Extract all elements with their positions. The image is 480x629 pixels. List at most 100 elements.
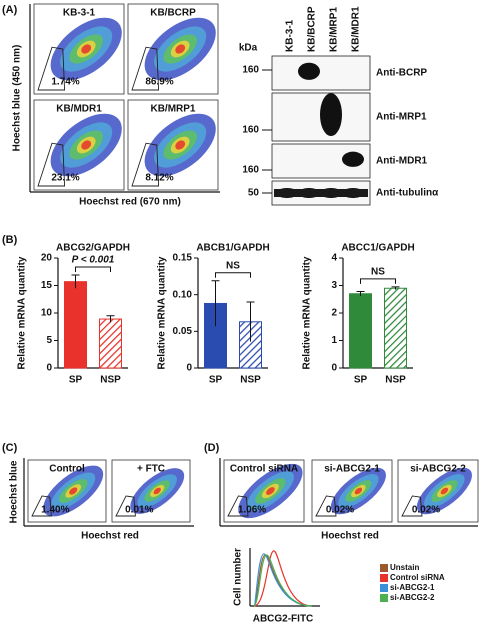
antibody-label: Anti-MRP1: [376, 112, 427, 123]
bar: [384, 287, 407, 369]
plot-title: KB-3-1: [63, 8, 96, 19]
y-tick-label: 0: [46, 363, 52, 374]
plot-title: si-ABCG2-2: [410, 464, 466, 475]
y-tick-label: 4: [331, 253, 337, 264]
lane-label: KB-3-1: [285, 19, 296, 52]
x-tick-label: NSP: [240, 375, 261, 386]
marker-label: 160: [242, 125, 259, 136]
error-bar: [106, 315, 115, 323]
y-tick-label: 1: [331, 335, 337, 346]
x-tick-label: NSP: [385, 375, 406, 386]
y-tick-label: 0.10: [173, 289, 193, 300]
bar: [349, 293, 372, 369]
x-tick-label: SP: [209, 375, 223, 386]
cell-cloud: [153, 487, 161, 495]
gate-percent: 8.12%: [145, 173, 173, 184]
legend-swatch: [380, 574, 388, 582]
antibody-label: Anti-tubulinα: [376, 188, 439, 199]
plot-title: Control: [49, 464, 85, 475]
cell-cloud: [69, 487, 78, 495]
panel-label: (B): [2, 234, 18, 246]
cell-cloud: [81, 44, 92, 54]
error-bar: [211, 280, 220, 327]
legend-label: Control siRNA: [390, 573, 445, 582]
cell-cloud: [175, 44, 186, 54]
plot-title: + FTC: [137, 464, 165, 475]
gate-percent: 1.40%: [41, 505, 69, 516]
axis-label: ABCG2-FITC: [253, 614, 314, 625]
gate: [37, 142, 66, 187]
error-bar: [71, 274, 80, 289]
gate: [131, 46, 160, 91]
cell-cloud: [354, 487, 363, 495]
gate-percent: 0.01%: [125, 505, 153, 516]
gate: [131, 142, 160, 187]
legend-label: Unstain: [390, 563, 419, 572]
axis-label: Hoechst red (670 nm): [79, 197, 181, 208]
y-axis-label: Relative mRNA quantity: [157, 256, 168, 369]
histogram-curve: [253, 553, 313, 607]
antibody-label: Anti-BCRP: [376, 68, 427, 79]
marker-label: 160: [242, 165, 259, 176]
y-tick-label: 5: [46, 335, 52, 346]
panel-label: (D): [204, 442, 220, 454]
axis-label: Hoechst blue: [9, 460, 20, 523]
axis-label: Hoechst blue (450 nm): [12, 45, 23, 152]
plot-title: Control siRNA: [230, 464, 298, 475]
y-tick-label: 15: [41, 280, 53, 291]
blot-band: [298, 62, 320, 80]
significance-bracket: [215, 272, 251, 278]
legend-swatch: [380, 564, 388, 572]
significance-bracket: [360, 278, 396, 284]
blot-band: [320, 93, 342, 137]
legend-label: si-ABCG2-1: [390, 583, 435, 592]
gate-percent: 23.1%: [51, 173, 79, 184]
plot-title: KB/BCRP: [150, 8, 196, 19]
gate: [37, 46, 66, 91]
y-tick-label: 0: [331, 363, 337, 374]
gate-percent: 86.9%: [145, 77, 173, 88]
gate: [115, 495, 136, 517]
lane-label: KB/BCRP: [307, 6, 318, 52]
y-tick-label: 2: [331, 308, 337, 319]
blot-band: [274, 189, 368, 197]
gate-percent: 0.02%: [326, 505, 354, 516]
plot-title: KB/MRP1: [150, 104, 195, 115]
y-tick-label: 3: [331, 280, 337, 291]
gate: [31, 495, 52, 517]
histogram-curve: [253, 554, 313, 607]
error-bar: [391, 286, 400, 290]
kda-label: kDa: [239, 43, 258, 54]
lane-label: KB/MRP1: [329, 7, 340, 52]
cell-cloud: [440, 487, 449, 495]
cell-cloud: [175, 140, 186, 150]
plot-title: KB/MDR1: [56, 104, 102, 115]
significance-label: NS: [226, 260, 240, 271]
error-bar: [356, 291, 365, 296]
x-tick-label: SP: [354, 375, 368, 386]
y-tick-label: 0.15: [173, 253, 193, 264]
gate-percent: 0.02%: [412, 505, 440, 516]
gate: [315, 495, 337, 517]
significance-label: NS: [371, 267, 385, 278]
axis-label: Hoechst red: [321, 531, 379, 542]
legend-swatch: [380, 584, 388, 592]
y-axis-label: Relative mRNA quantity: [302, 256, 313, 369]
histogram-curve: [253, 550, 313, 607]
lane-label: KB/MDR1: [351, 6, 362, 52]
chart-title: ABCB1/GAPDH: [196, 243, 269, 254]
marker-label: 50: [248, 188, 260, 199]
gate-percent: 1.06%: [238, 505, 266, 516]
gate-percent: 1.74%: [51, 77, 79, 88]
panel-label: (A): [2, 4, 18, 16]
legend-label: si-ABCG2-2: [390, 593, 435, 602]
blot-band: [342, 151, 364, 167]
plot-title: si-ABCG2-1: [324, 464, 380, 475]
y-tick-label: 0.05: [173, 326, 193, 337]
cell-cloud: [266, 487, 275, 495]
gate: [401, 495, 423, 517]
axis-label: Cell number: [233, 548, 244, 606]
blot-frame: [271, 55, 371, 91]
